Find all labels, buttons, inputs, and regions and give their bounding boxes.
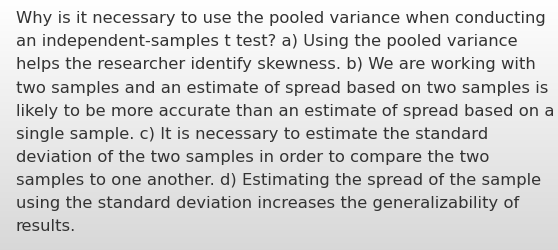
Text: likely to be more accurate than an estimate of spread based on a: likely to be more accurate than an estim…	[16, 103, 554, 118]
Text: Why is it necessary to use the pooled variance when conducting: Why is it necessary to use the pooled va…	[16, 11, 545, 26]
Text: deviation of the two samples in order to compare the two: deviation of the two samples in order to…	[16, 149, 489, 164]
Text: single sample. c) It is necessary to estimate the standard: single sample. c) It is necessary to est…	[16, 126, 488, 141]
Text: two samples and an estimate of spread based on two samples is: two samples and an estimate of spread ba…	[16, 80, 548, 95]
Text: results.: results.	[16, 218, 76, 233]
Text: helps the researcher identify skewness. b) We are working with: helps the researcher identify skewness. …	[16, 57, 535, 72]
Text: an independent-samples t test? a) Using the pooled variance: an independent-samples t test? a) Using …	[16, 34, 517, 49]
Text: using the standard deviation increases the generalizability of: using the standard deviation increases t…	[16, 195, 519, 210]
Text: samples to one another. d) Estimating the spread of the sample: samples to one another. d) Estimating th…	[16, 172, 541, 187]
